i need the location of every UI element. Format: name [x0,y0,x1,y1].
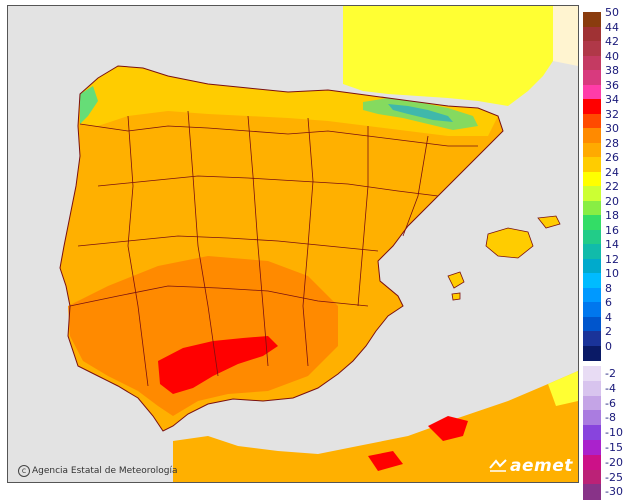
legend-label: 20 [605,194,619,208]
legend-label: 40 [605,49,619,63]
legend-label: 36 [605,78,619,92]
agency-credit: Agencia Estatal de Meteorología [32,466,178,476]
legend-label: 12 [605,252,619,266]
legend-label: 50 [605,6,619,19]
legend-label: 10 [605,267,619,280]
legend-swatch [583,425,601,441]
legend-label: 44 [605,20,619,34]
legend-swatch [583,454,601,471]
aemet-logo-icon [489,459,507,472]
southwest-warm-zone [68,256,338,416]
legend-swatch [583,55,601,71]
legend-label: 42 [605,35,619,48]
legend-swatch [583,440,601,456]
legend-swatch [583,84,601,100]
legend-label: 38 [605,64,619,77]
legend-swatch [583,200,601,216]
menorca [537,215,561,229]
peninsula-coastline [59,65,504,432]
legend-label: 0 [605,339,612,353]
legend-swatch [583,395,601,411]
legend-label: 30 [605,122,619,135]
legend-label: 16 [605,223,619,237]
legend-swatch [583,142,601,158]
mallorca [485,227,534,259]
legend-swatch [583,287,601,303]
legend-swatch [583,128,601,143]
legend-swatch [583,70,601,85]
map-canvas [59,6,578,482]
legend-swatch [583,410,601,426]
legend-swatch [583,186,601,201]
france-east-region [553,6,578,66]
guadalquivir-hot-spot [158,336,278,394]
legend-label: 6 [605,296,612,309]
legend-label: -6 [605,396,616,410]
legend-swatch [583,331,601,346]
legend-label: 32 [605,107,619,121]
legend-label: 8 [605,281,612,295]
legend-label: 2 [605,325,612,338]
legend-swatch [583,345,601,361]
legend-swatch [583,229,601,245]
aemet-brand-name: aemet [510,456,573,476]
copyright-icon: c [18,465,30,477]
legend-label: 24 [605,165,619,179]
france-region [343,6,553,106]
legend-label: -15 [605,441,623,454]
legend-label: 22 [605,180,619,193]
legend-label: 28 [605,136,619,150]
legend-swatch [583,469,601,485]
legend-swatch [583,366,601,382]
legend-swatch [583,244,601,259]
legend-swatch [583,99,601,114]
legend-label: 34 [605,93,619,106]
temperature-map [7,5,579,483]
north-africa [173,371,578,482]
africa-cool-coast [548,371,578,406]
legend-label: -25 [605,470,623,484]
legend-swatch [583,41,601,56]
legend-swatch [583,380,601,397]
legend-swatch [583,484,601,500]
legend-label: -4 [605,381,616,395]
africa-hot-spots [368,416,468,471]
legend-label: -8 [605,411,616,425]
legend-swatch [583,171,601,187]
legend-swatch [583,316,601,332]
legend-label: -10 [605,426,623,440]
northern-cool-band [80,66,498,136]
province-borders [69,110,478,387]
formentera [451,292,461,301]
legend-label: 18 [605,209,619,222]
legend-label: -20 [605,455,623,469]
galicia-cool-coast [80,86,98,124]
legend-swatch [583,258,601,274]
legend-swatch [583,157,601,172]
pyrenees-peaks [388,104,453,122]
legend-swatch [583,12,601,27]
legend-label: -30 [605,485,623,499]
ibiza [447,271,465,289]
legend-swatch [583,113,601,129]
legend-swatch [583,26,601,42]
legend-swatch [583,215,601,230]
legend-label: 26 [605,151,619,164]
legend-label: 14 [605,238,619,251]
legend-label: -2 [605,367,616,380]
legend-swatch [583,302,601,317]
legend-swatch [583,273,601,288]
legend-label: 4 [605,310,612,324]
